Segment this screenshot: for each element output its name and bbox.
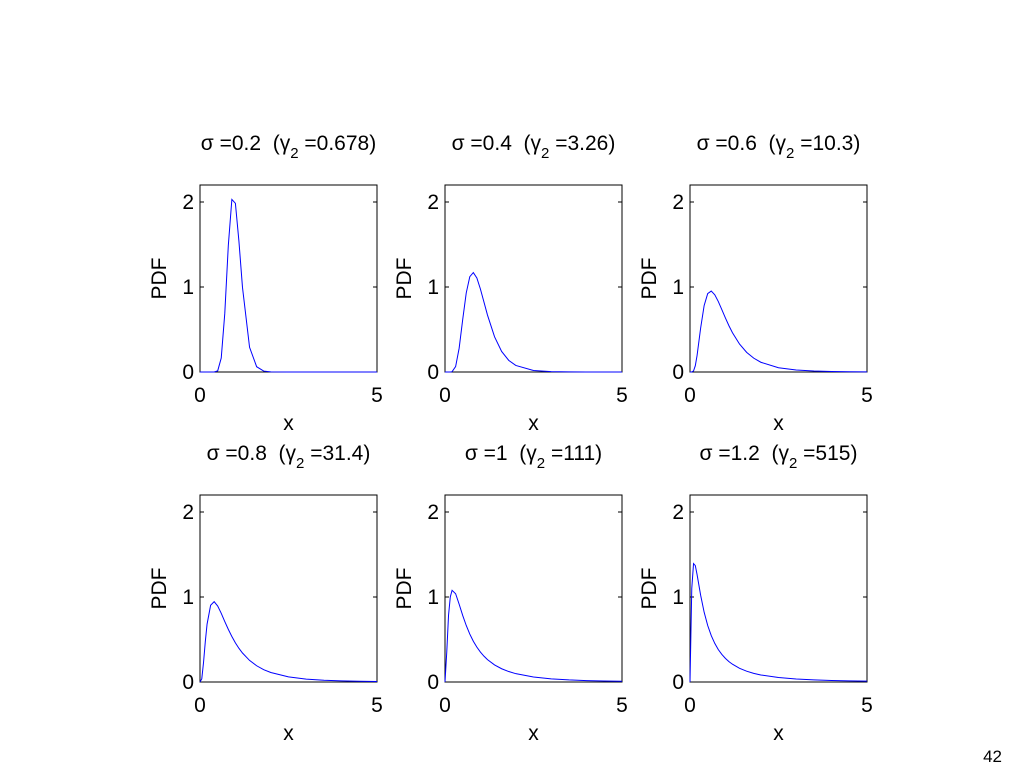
title-part: σ =0.2 (γ [201, 132, 291, 155]
x-tick-label: 0 [439, 384, 451, 407]
y-tick-label: 2 [427, 501, 439, 524]
x-tick-label: 5 [861, 384, 873, 407]
x-tick-label: 5 [861, 694, 873, 717]
subplot-title: σ =1 (γ2 =111) [465, 442, 602, 472]
title-subscript: 2 [786, 145, 794, 162]
y-tick-label: 0 [672, 361, 684, 384]
plot-frame [444, 184, 623, 373]
plot-frame [689, 494, 868, 683]
subplot-title: σ =0.6 (γ2 =10.3) [697, 132, 861, 162]
title-part: σ =0.8 (γ [207, 442, 297, 465]
x-axis-label: x [528, 412, 539, 435]
title-subscript: 2 [541, 145, 549, 162]
plot-frame [199, 494, 378, 683]
subplot-title: σ =0.2 (γ2 =0.678) [201, 132, 376, 162]
y-axis-label: PDF [148, 258, 171, 300]
x-tick-label: 5 [616, 384, 628, 407]
x-axis-label: x [283, 412, 294, 435]
page-number: 42 [983, 747, 1002, 766]
pdf-curve [444, 589, 623, 683]
y-tick-label: 1 [672, 586, 684, 609]
x-tick-label: 5 [371, 384, 383, 407]
pdf-curve [200, 198, 377, 373]
y-axis-label: PDF [638, 258, 661, 300]
y-tick-label: 2 [182, 191, 194, 214]
title-part: =10.3) [794, 132, 860, 155]
y-tick-label: 0 [672, 671, 684, 694]
title-part: =515) [797, 442, 857, 465]
y-tick-label: 2 [427, 191, 439, 214]
x-axis-label: x [773, 722, 784, 745]
y-axis-label: PDF [393, 568, 416, 610]
pdf-curve [445, 271, 623, 373]
title-part: σ =0.4 (γ [452, 132, 542, 155]
title-part: =31.4) [304, 442, 370, 465]
y-tick-label: 0 [182, 361, 194, 384]
x-axis-label: x [528, 722, 539, 745]
x-tick-label: 5 [616, 694, 628, 717]
y-tick-label: 1 [427, 586, 439, 609]
pdf-curve [689, 562, 868, 683]
pdf-curve [199, 600, 378, 683]
title-part: σ =1 (γ [465, 442, 537, 465]
y-tick-label: 1 [182, 276, 194, 299]
x-tick-label: 0 [194, 694, 206, 717]
y-axis-label: PDF [638, 568, 661, 610]
title-part: =111) [545, 442, 602, 465]
x-tick-label: 0 [684, 694, 696, 717]
title-subscript: 2 [537, 455, 545, 472]
title-subscript: 2 [789, 455, 797, 472]
title-part: σ =1.2 (γ [700, 442, 790, 465]
subplot-title: σ =1.2 (γ2 =515) [700, 442, 858, 472]
y-tick-label: 1 [672, 276, 684, 299]
y-axis-label: PDF [148, 568, 171, 610]
title-subscript: 2 [296, 455, 304, 472]
y-tick-label: 1 [427, 276, 439, 299]
title-part: =3.26) [549, 132, 615, 155]
x-tick-label: 0 [684, 384, 696, 407]
y-tick-label: 0 [427, 671, 439, 694]
pdf-curve [689, 290, 868, 373]
title-part: σ =0.6 (γ [697, 132, 787, 155]
x-tick-label: 5 [371, 694, 383, 717]
y-tick-label: 0 [182, 671, 194, 694]
x-axis-label: x [773, 412, 784, 435]
title-subscript: 2 [290, 145, 298, 162]
plot-frame [444, 494, 623, 683]
x-axis-label: x [283, 722, 294, 745]
x-tick-label: 0 [194, 384, 206, 407]
title-part: =0.678) [299, 132, 377, 155]
y-tick-label: 0 [427, 361, 439, 384]
x-tick-label: 0 [439, 694, 451, 717]
subplot-title: σ =0.4 (γ2 =3.26) [452, 132, 616, 162]
y-tick-label: 2 [672, 191, 684, 214]
y-tick-label: 2 [672, 501, 684, 524]
y-axis-label: PDF [393, 258, 416, 300]
plot-frame [689, 184, 868, 373]
subplot-title: σ =0.8 (γ2 =31.4) [207, 442, 371, 472]
y-tick-label: 1 [182, 586, 194, 609]
y-tick-label: 2 [182, 501, 194, 524]
